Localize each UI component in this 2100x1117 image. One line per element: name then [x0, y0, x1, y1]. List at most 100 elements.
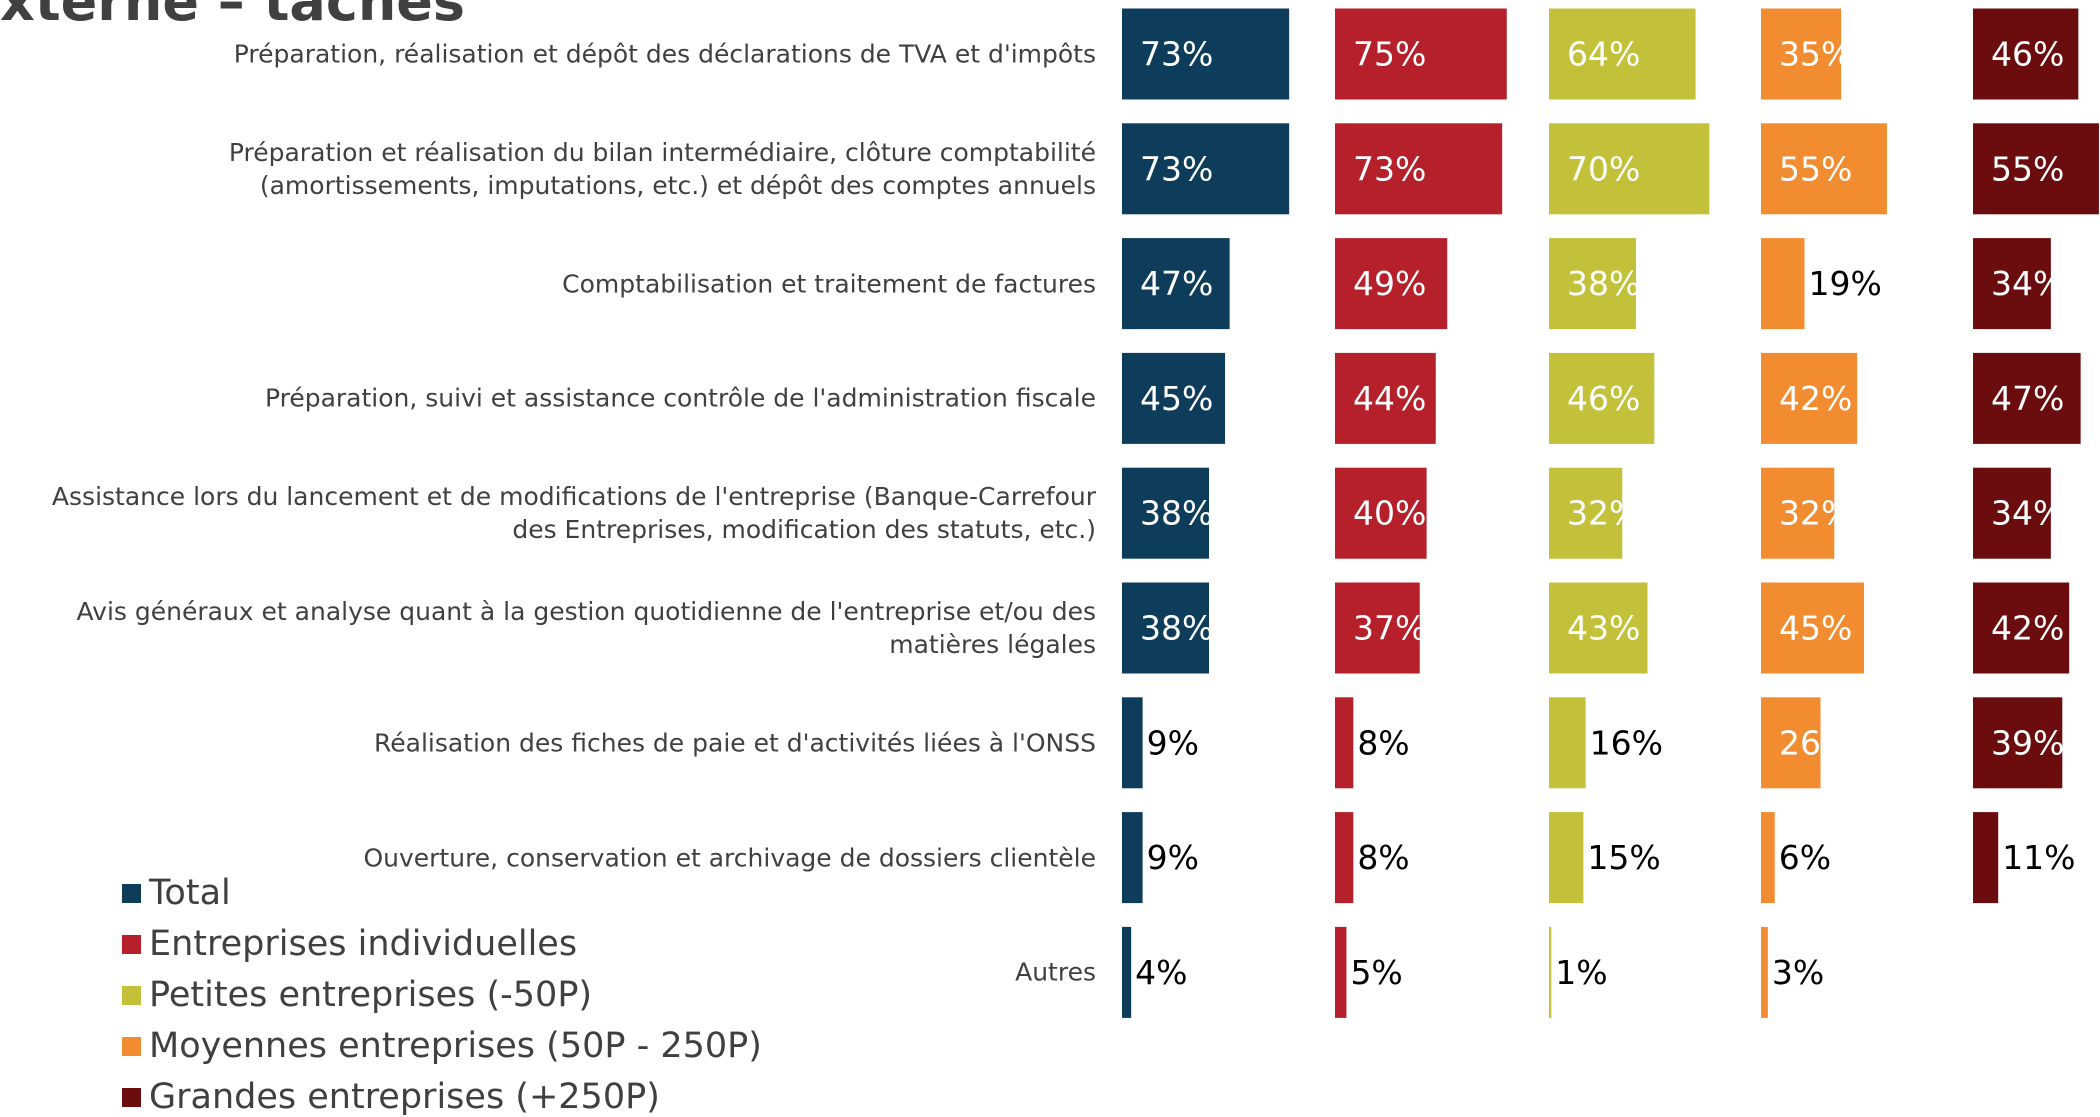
data-label: 55% [1779, 149, 1852, 188]
data-label: 4% [1135, 953, 1187, 992]
legend-label: Petites entreprises (-50P) [149, 975, 593, 1015]
data-label: 38% [1140, 609, 1213, 648]
bar [1122, 8, 1290, 100]
data-label: 6% [1779, 838, 1831, 877]
data-label: 26% [1779, 723, 1852, 762]
bar [1335, 467, 1427, 559]
data-label: 35% [1779, 35, 1852, 74]
legend-swatch [122, 1036, 141, 1056]
legend-swatch [122, 985, 141, 1005]
bar [1549, 812, 1584, 904]
bar [1549, 238, 1637, 330]
legend-label: Moyennes entreprises (50P - 250P) [149, 1026, 762, 1066]
bar [1122, 123, 1290, 215]
bar [1973, 238, 2051, 330]
data-label: 64% [1567, 35, 1640, 74]
legend-swatch [122, 934, 141, 954]
data-label: 73% [1140, 35, 1213, 74]
bar [1335, 812, 1354, 904]
bar [1973, 582, 2070, 674]
data-label: 44% [1353, 379, 1426, 418]
category-label: Préparation et réalisation du bilan inte… [228, 137, 1096, 200]
bar [1335, 238, 1448, 330]
bar [1761, 926, 1768, 1018]
data-label: 32% [1779, 494, 1852, 533]
bar [1549, 352, 1655, 444]
bar [1335, 582, 1420, 674]
bar [1761, 467, 1835, 559]
bar [1549, 926, 1552, 1018]
bar [1761, 582, 1865, 674]
data-label: 46% [1991, 35, 2064, 74]
data-label: 39% [1991, 723, 2064, 762]
data-label: 37% [1353, 609, 1426, 648]
data-label: 16% [1590, 723, 1663, 762]
bar [1973, 352, 2081, 444]
data-label: 70% [1567, 149, 1640, 188]
data-label: 45% [1779, 609, 1852, 648]
bar [1761, 8, 1842, 100]
data-label: 46% [1567, 379, 1640, 418]
category-label: Assistance lors du lancement et de modif… [51, 482, 1096, 545]
bar [1761, 123, 1887, 215]
data-label: 75% [1353, 35, 1426, 74]
data-label: 9% [1147, 838, 1199, 877]
data-label: 11% [2002, 838, 2075, 877]
data-label: 45% [1140, 379, 1213, 418]
data-label: 8% [1357, 838, 1409, 877]
chart-title: xterne – tâches [0, 0, 466, 33]
bar [1122, 697, 1143, 789]
data-label: 42% [1779, 379, 1852, 418]
bar [1122, 467, 1210, 559]
data-label: 38% [1140, 494, 1213, 533]
data-label: 8% [1357, 723, 1409, 762]
data-label: 47% [1991, 379, 2064, 418]
bar [1122, 352, 1226, 444]
legend-item: Moyennes entreprises (50P - 250P) [122, 1026, 762, 1066]
legend-swatch [122, 883, 141, 903]
data-label: 32% [1567, 494, 1640, 533]
data-label: 9% [1147, 723, 1199, 762]
bar [1549, 697, 1586, 789]
data-label: 1% [1555, 953, 1607, 992]
data-label: 34% [1991, 494, 2064, 533]
category-label: Préparation, réalisation et dépôt des dé… [233, 39, 1096, 69]
bar [1973, 8, 2079, 100]
data-label: 47% [1140, 264, 1213, 303]
category-label: Autres [1015, 957, 1096, 987]
data-label: 3% [1772, 953, 1824, 992]
category-label: Préparation, suivi et assistance contrôl… [264, 383, 1096, 413]
data-label: 34% [1991, 264, 2064, 303]
bar [1761, 697, 1821, 789]
bar [1335, 123, 1503, 215]
legend-swatch [122, 1087, 141, 1107]
legend-label: Grandes entreprises (+250P) [149, 1077, 660, 1117]
legend-item: Petites entreprises (-50P) [122, 975, 592, 1015]
bar [1335, 352, 1436, 444]
bar [1335, 926, 1347, 1018]
bar [1335, 8, 1507, 100]
bar [1973, 812, 1999, 904]
data-label: 19% [1809, 264, 1882, 303]
legend-label: Entreprises individuelles [149, 924, 578, 964]
data-label: 49% [1353, 264, 1426, 303]
bar [1549, 467, 1623, 559]
legend-item: Entreprises individuelles [122, 924, 577, 964]
bar [1973, 467, 2051, 559]
bar [1549, 8, 1696, 100]
category-label: Avis généraux et analyse quant à la gest… [76, 597, 1096, 659]
category-label: Ouverture, conservation et archivage de … [363, 843, 1096, 873]
legend-item: Grandes entreprises (+250P) [122, 1077, 660, 1117]
bar [1335, 697, 1354, 789]
data-label: 15% [1587, 838, 1660, 877]
bar [1122, 926, 1132, 1018]
bar [1973, 697, 2063, 789]
bar [1761, 812, 1775, 904]
legend-item: Total [122, 873, 231, 913]
bar [1973, 123, 2099, 215]
category-label: Comptabilisation et traitement de factur… [562, 269, 1096, 299]
data-label: 40% [1353, 494, 1426, 533]
category-label: Réalisation des fiches de paie et d'acti… [374, 728, 1096, 758]
